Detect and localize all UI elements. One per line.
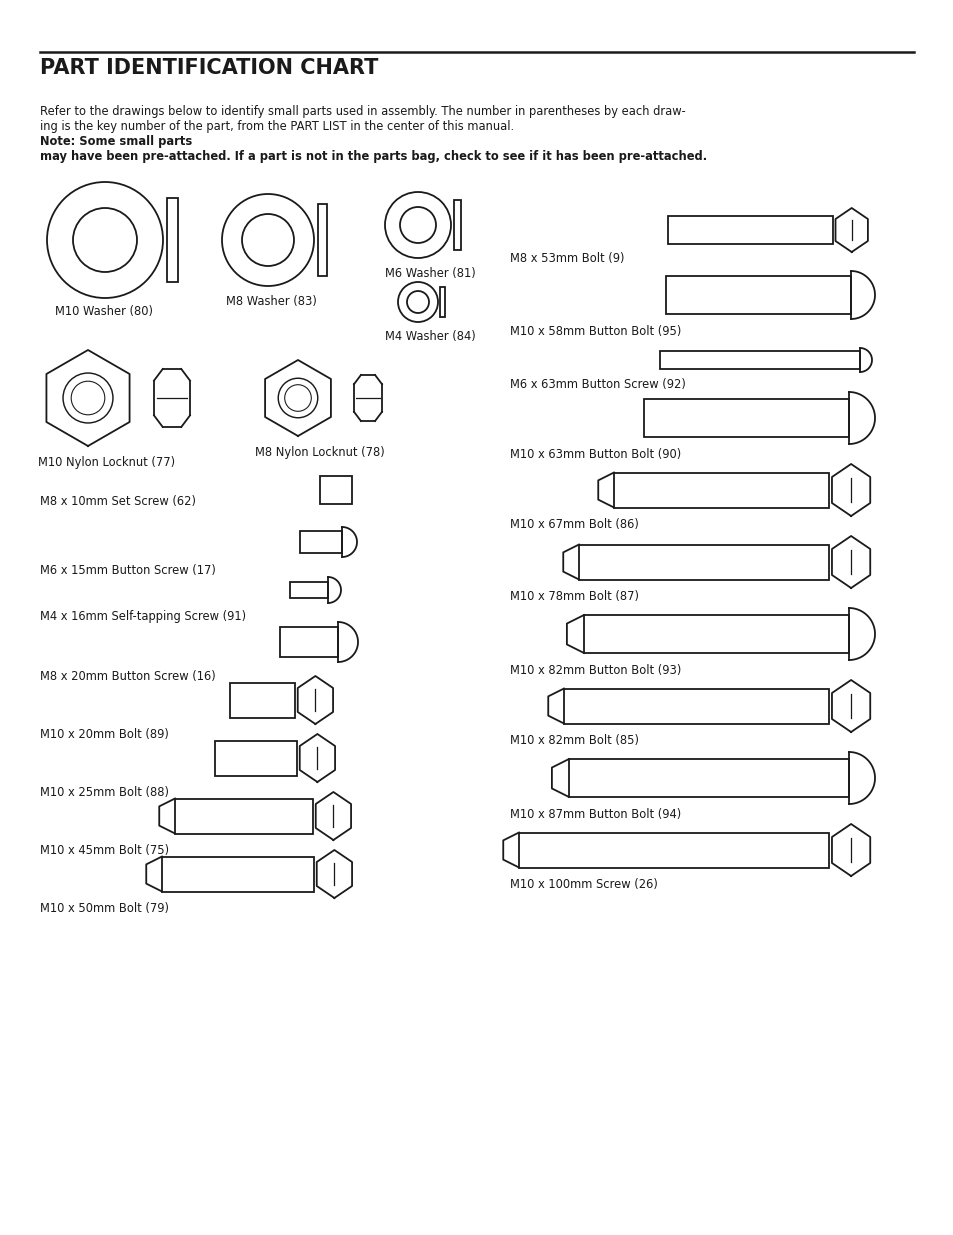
Bar <box>439 287 444 317</box>
Text: M10 x 100mm Screw (26): M10 x 100mm Screw (26) <box>510 878 658 890</box>
Bar <box>280 627 337 657</box>
Bar <box>230 683 294 718</box>
Text: M8 Nylon Locknut (78): M8 Nylon Locknut (78) <box>254 446 384 459</box>
Bar <box>643 399 848 437</box>
Text: M8 x 10mm Set Screw (62): M8 x 10mm Set Screw (62) <box>40 495 195 508</box>
Text: Note: Some small parts
may have been pre-attached. If a part is not in the parts: Note: Some small parts may have been pre… <box>40 135 706 163</box>
Text: M10 x 82mm Button Bolt (93): M10 x 82mm Button Bolt (93) <box>510 664 680 677</box>
Text: M10 x 63mm Button Bolt (90): M10 x 63mm Button Bolt (90) <box>510 448 680 461</box>
Bar <box>319 475 352 504</box>
Bar <box>174 799 313 834</box>
Text: M10 Washer (80): M10 Washer (80) <box>55 305 152 317</box>
Text: PART IDENTIFICATION CHART: PART IDENTIFICATION CHART <box>40 58 378 78</box>
Bar <box>214 741 296 776</box>
Bar <box>614 473 828 508</box>
Bar <box>659 351 859 369</box>
Text: M10 x 50mm Bolt (79): M10 x 50mm Bolt (79) <box>40 902 169 915</box>
Bar <box>317 204 327 275</box>
Text: M10 Nylon Locknut (77): M10 Nylon Locknut (77) <box>38 456 175 469</box>
Bar <box>454 200 460 249</box>
Bar <box>667 216 832 245</box>
Bar <box>518 832 828 867</box>
Text: M10 x 45mm Bolt (75): M10 x 45mm Bolt (75) <box>40 844 169 857</box>
Text: M10 x 87mm Button Bolt (94): M10 x 87mm Button Bolt (94) <box>510 808 680 821</box>
Text: M4 x 16mm Self-tapping Screw (91): M4 x 16mm Self-tapping Screw (91) <box>40 610 246 622</box>
Text: M8 Washer (83): M8 Washer (83) <box>226 295 316 308</box>
Bar <box>299 531 341 553</box>
Bar <box>665 275 850 314</box>
Text: M10 x 82mm Bolt (85): M10 x 82mm Bolt (85) <box>510 734 639 747</box>
Bar <box>568 760 848 797</box>
Text: M10 x 58mm Button Bolt (95): M10 x 58mm Button Bolt (95) <box>510 325 680 338</box>
Text: M10 x 20mm Bolt (89): M10 x 20mm Bolt (89) <box>40 727 169 741</box>
Text: Refer to the drawings below to identify small parts used in assembly. The number: Refer to the drawings below to identify … <box>40 105 685 133</box>
Bar <box>162 857 314 892</box>
Bar <box>578 545 828 579</box>
Text: M6 x 63mm Button Screw (92): M6 x 63mm Button Screw (92) <box>510 378 685 391</box>
Bar <box>290 582 328 598</box>
Text: M4 Washer (84): M4 Washer (84) <box>385 330 476 343</box>
Text: M8 x 20mm Button Screw (16): M8 x 20mm Button Screw (16) <box>40 671 215 683</box>
Text: M10 x 67mm Bolt (86): M10 x 67mm Bolt (86) <box>510 517 639 531</box>
Text: M6 x 15mm Button Screw (17): M6 x 15mm Button Screw (17) <box>40 564 215 577</box>
Text: M8 x 53mm Bolt (9): M8 x 53mm Bolt (9) <box>510 252 624 266</box>
Text: M6 Washer (81): M6 Washer (81) <box>385 267 476 280</box>
Bar <box>583 615 848 653</box>
Bar <box>563 688 828 724</box>
Text: M10 x 78mm Bolt (87): M10 x 78mm Bolt (87) <box>510 590 639 603</box>
Bar <box>167 198 178 282</box>
Text: M10 x 25mm Bolt (88): M10 x 25mm Bolt (88) <box>40 785 169 799</box>
